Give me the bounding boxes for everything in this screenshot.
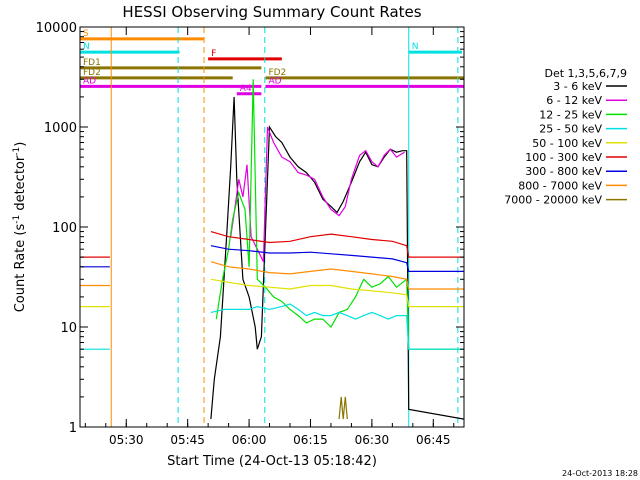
flag-label-7: AD — [83, 76, 96, 86]
y-tick-label-2: 100 — [52, 221, 77, 236]
flag-label-6: FD2 — [268, 68, 286, 78]
x-tick-label-2: 06:00 — [232, 433, 267, 447]
legend-label-7: 800 - 7000 keV — [518, 179, 602, 192]
y-axis-label: Count Rate (s-1 detector-1) — [12, 142, 28, 313]
flag-label-5: FD2 — [83, 68, 101, 78]
series-line-8 — [338, 396, 348, 420]
x-tick-label-3: 06:15 — [293, 433, 328, 447]
flag-label-4: FD1 — [83, 58, 101, 68]
flag-label-1: N — [83, 42, 90, 52]
y-axis-ticks: 1 10 100 1000 10000 — [36, 21, 464, 436]
legend-label-2: 12 - 25 keV — [539, 108, 602, 121]
x-axis-ticks: 05:30 05:45 06:00 06:15 06:30 06:45 — [84, 27, 455, 447]
y-axis-label-mid: detector — [13, 155, 28, 215]
series-line-4 — [80, 278, 464, 308]
y-tick-label-1: 10 — [60, 321, 77, 336]
x-axis-label: Start Time (24-Oct-13 05:18:42) — [167, 454, 377, 469]
y-axis-label-exp1: -1 — [12, 215, 22, 224]
series-line-2 — [215, 79, 464, 350]
series-line-3 — [80, 303, 464, 350]
series-line-0 — [210, 96, 464, 420]
y-axis-label-end: ) — [13, 142, 28, 147]
y-tick-label-0: 1 — [69, 421, 77, 436]
legend-label-1: 6 - 12 keV — [546, 94, 602, 107]
series-line-5 — [80, 231, 464, 258]
series-line-1 — [230, 126, 405, 262]
y-tick-label-3: 1000 — [44, 121, 77, 136]
series-line-6 — [80, 245, 464, 272]
legend-label-6: 300 - 800 keV — [525, 165, 602, 178]
flag-label-2: N — [412, 42, 419, 52]
y-axis-label-exp2: -1 — [12, 147, 22, 156]
legend-label-3: 25 - 50 keV — [539, 123, 602, 136]
x-tick-label-0: 05:30 — [109, 433, 144, 447]
legend-label-4: 50 - 100 keV — [532, 137, 602, 150]
flag-label-0: S — [83, 29, 89, 39]
flag-label-3: F — [211, 49, 216, 59]
timestamp: 24-Oct-2013 18:28 — [562, 469, 638, 478]
legend-label-0: 3 - 6 keV — [553, 80, 602, 93]
legend-label-5: 100 - 300 keV — [525, 151, 602, 164]
x-tick-label-1: 05:45 — [170, 433, 205, 447]
x-tick-label-5: 06:45 — [416, 433, 451, 447]
flag-label-9: A4 — [240, 84, 252, 94]
flag-label-8: AD — [268, 76, 281, 86]
series-lines — [80, 79, 464, 420]
y-tick-label-4: 10000 — [36, 21, 77, 36]
x-tick-label-4: 06:30 — [355, 433, 390, 447]
series-line-7 — [80, 261, 464, 290]
y-axis-label-base: Count Rate (s — [13, 224, 28, 313]
chart-title: HESSI Observing Summary Count Rates — [122, 3, 421, 21]
legend-label-8: 7000 - 20000 keV — [504, 194, 602, 207]
legend-header: Det 1,3,5,6,7,9 — [544, 67, 627, 80]
